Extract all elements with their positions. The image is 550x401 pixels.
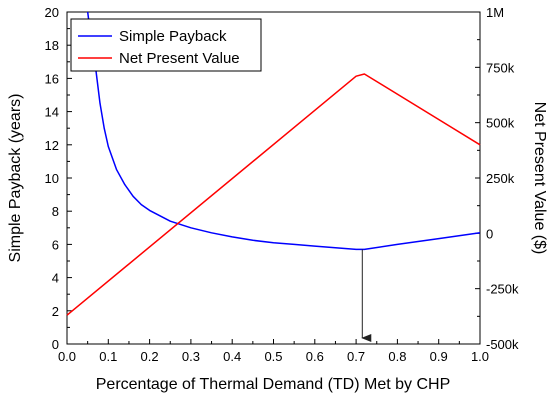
y-right-axis-label: Net Present Value ($) [531,102,548,255]
x-tick-label: 0.5 [264,349,282,364]
x-tick-label: 0.0 [58,349,76,364]
y-left-tick-label: 4 [52,271,59,286]
x-tick-label: 0.3 [182,349,200,364]
y-right-tick-label: -500k [486,337,519,352]
y-right-tick-label: 750k [486,60,515,75]
y-left-tick-label: 14 [45,105,59,120]
series-line-net-present-value [66,73,481,316]
y-right-tick-label: -250k [486,282,519,297]
x-tick-label: 0.7 [347,349,365,364]
y-left-tick-label: 0 [52,337,59,352]
series-line-simple-payback [86,11,481,251]
y-left-tick-label: 18 [45,38,59,53]
y-left-axis-label: Simple Payback (years) [7,94,24,263]
y-right-tick-label: 1M [486,5,504,20]
y-left-tick-label: 16 [45,71,59,86]
legend-box [70,18,262,72]
y-right-tick-label: 500k [486,116,515,131]
y-right-tick-label: 0 [486,226,493,241]
y-left-tick-label: 12 [45,138,59,153]
x-axis-label: Percentage of Thermal Demand (TD) Met by… [96,376,451,393]
y-right-tick-label: 250k [486,171,515,186]
legend-label-simple-payback: Simple Payback [119,28,227,45]
x-tick-label: 1.0 [471,349,489,364]
y-left-tick-label: 8 [52,204,59,219]
x-tick-label: 0.2 [141,349,159,364]
x-tick-label: 0.6 [306,349,324,364]
y-left-tick-label: 20 [45,5,59,20]
x-tick-label: 0.8 [388,349,406,364]
x-tick-label: 0.9 [430,349,448,364]
legend-label-net-present-value: Net Present Value [119,50,240,67]
x-tick-label: 0.4 [223,349,241,364]
y-left-tick-label: 10 [45,171,59,186]
legend: Simple Payback Net Present Value [70,18,262,72]
y-left-tick-label: 2 [52,304,59,319]
x-tick-label: 0.1 [99,349,117,364]
y-left-tick-label: 6 [52,237,59,252]
